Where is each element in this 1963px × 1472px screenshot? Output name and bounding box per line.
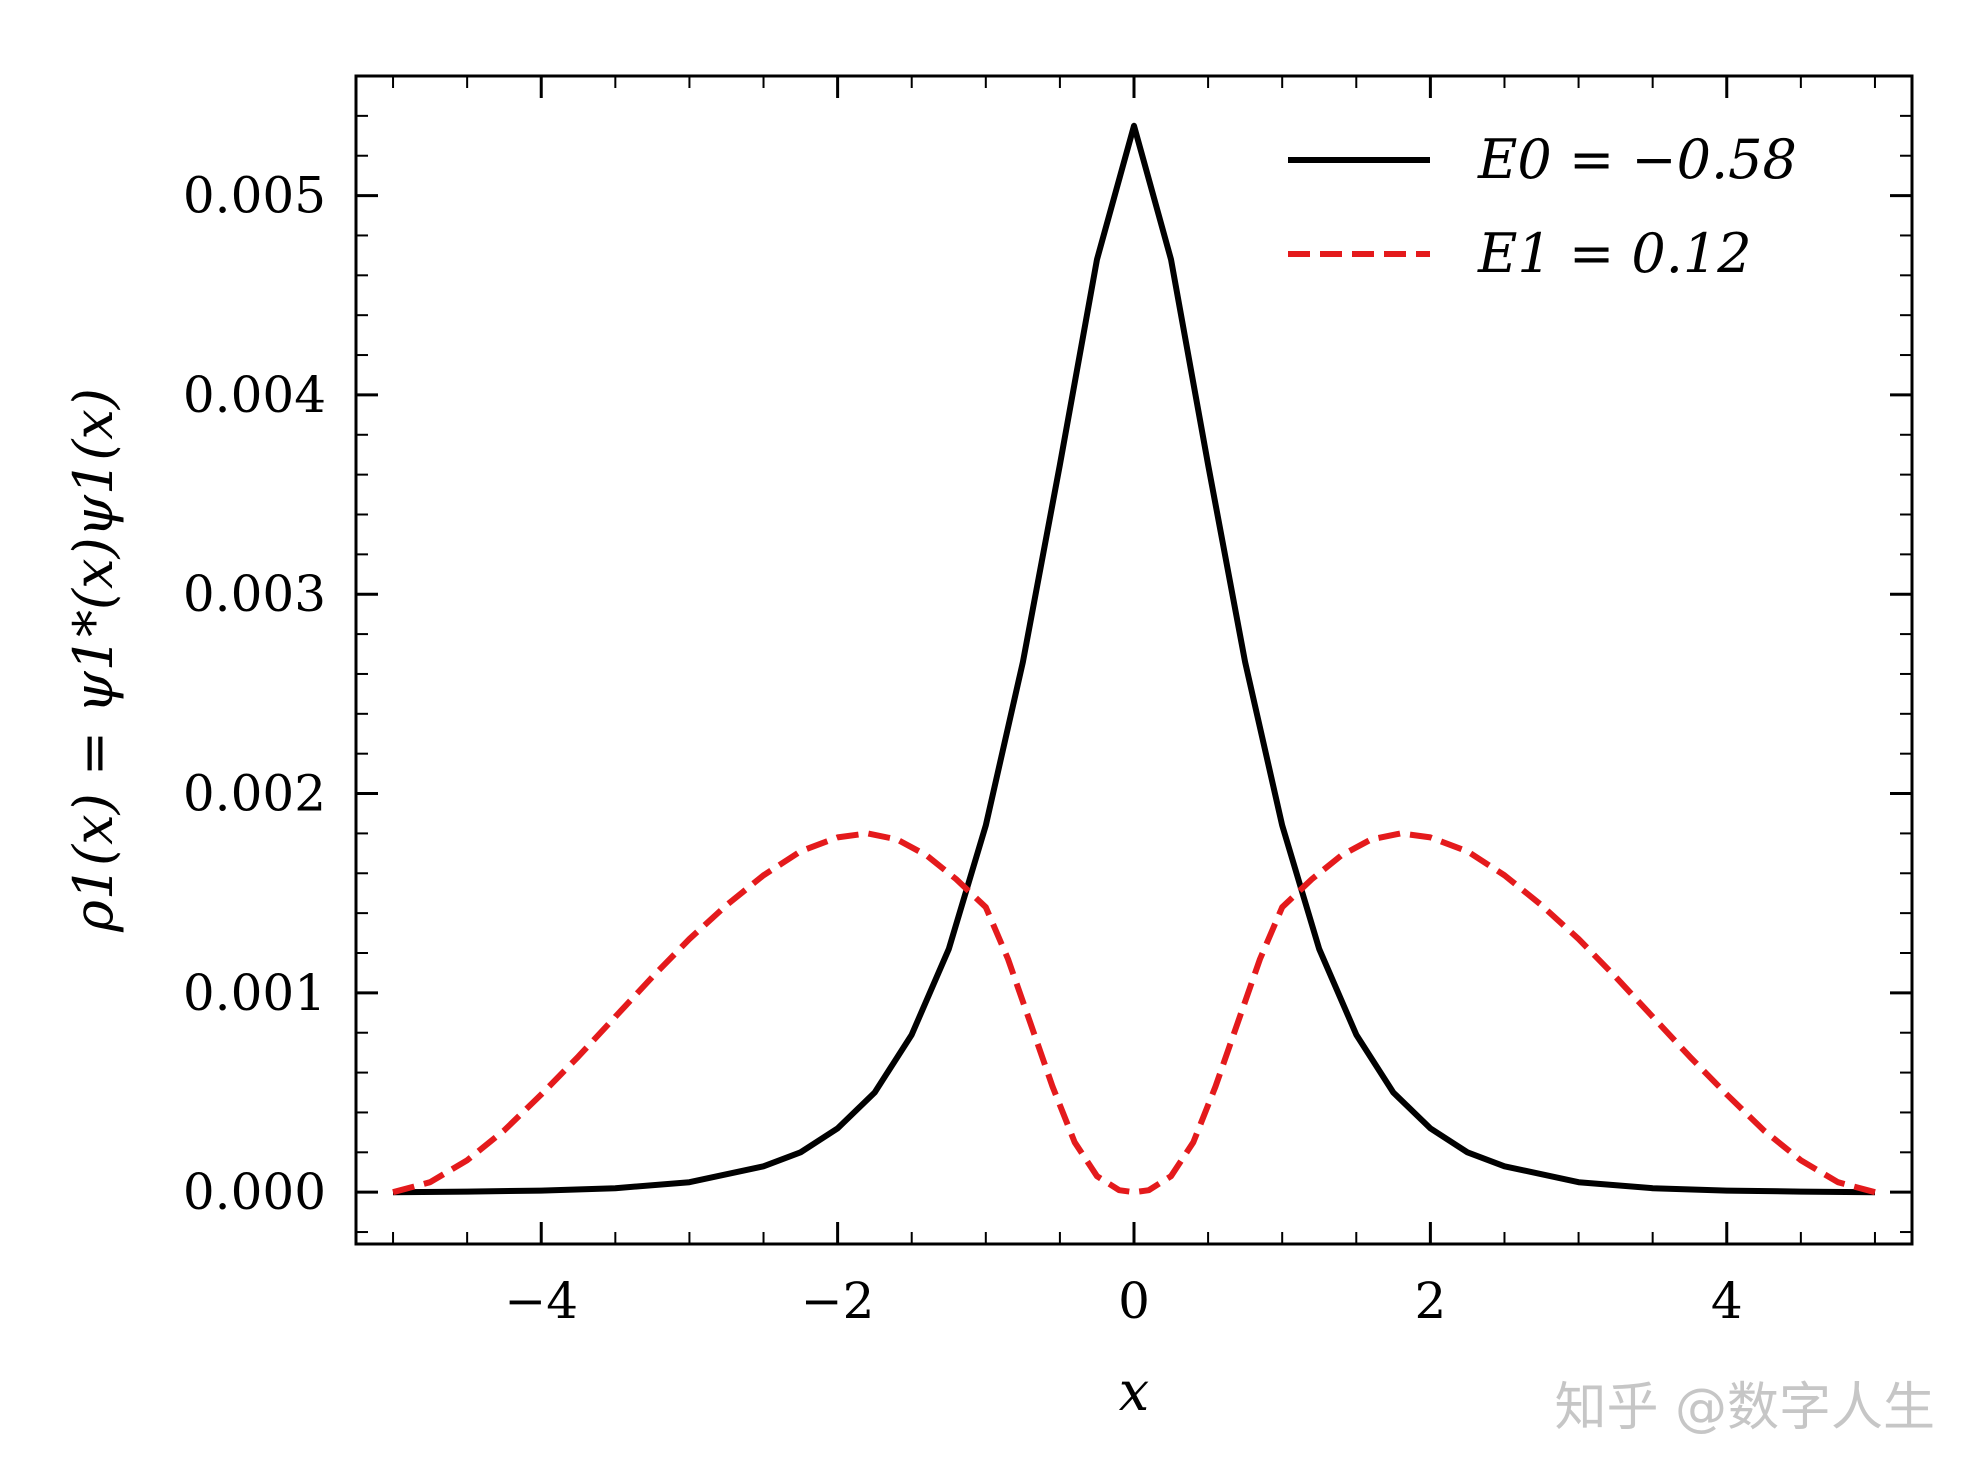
legend-label-0: E0 = −0.58 <box>1477 128 1797 191</box>
tick-labels: −4 −2 0 2 4 0.000 0.001 0.002 0.003 0.004 0.005 <box>183 167 1743 1330</box>
ticks-layer <box>356 76 1912 1244</box>
x-tick-label: −2 <box>801 1272 875 1330</box>
y-tick-label: 0.004 <box>183 366 326 424</box>
x-tick-label: 2 <box>1414 1272 1446 1330</box>
y-tick-label: 0.003 <box>183 565 326 623</box>
x-tick-label: 4 <box>1711 1272 1743 1330</box>
series-layer <box>392 122 1876 1196</box>
legend: E0 = −0.58 E1 = 0.12 <box>1288 128 1797 285</box>
y-axis-label: ρ1(x) = ψ1*(x)ψ1(x) <box>62 388 125 933</box>
y-tick-label: 0.001 <box>183 964 326 1022</box>
x-axis-label: x <box>1119 1360 1149 1423</box>
watermark: 知乎 @数字人生 <box>1554 1378 1935 1438</box>
x-tick-label: −4 <box>504 1272 578 1330</box>
y-tick-label: 0.002 <box>183 765 326 823</box>
series-line-1 <box>392 830 1876 1196</box>
series-line-0 <box>392 122 1876 1196</box>
y-tick-label: 0.005 <box>183 167 326 225</box>
y-tick-label: 0.000 <box>183 1163 326 1221</box>
plot-frame <box>354 74 1914 1246</box>
legend-label-1: E1 = 0.12 <box>1477 222 1752 285</box>
x-tick-label: 0 <box>1118 1272 1150 1330</box>
